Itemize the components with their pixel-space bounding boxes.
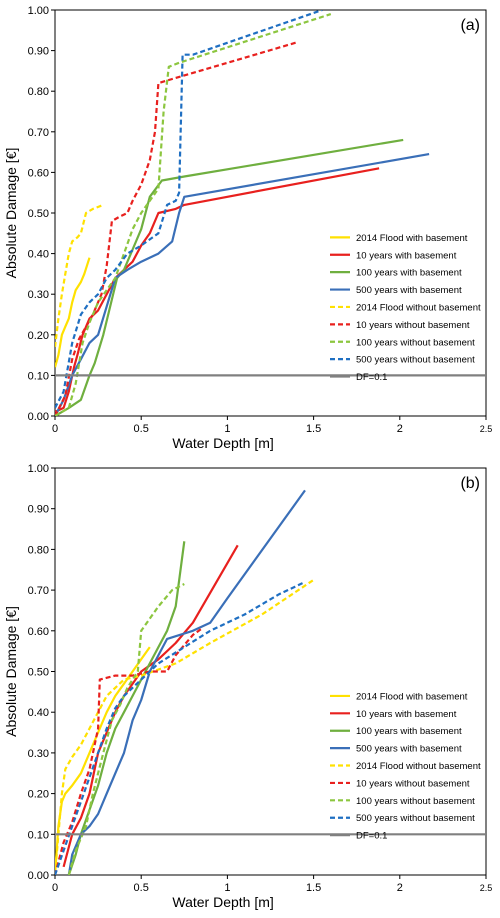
y-tick-label: 0.80	[28, 86, 49, 98]
y-tick-label: 1.00	[28, 463, 49, 475]
y-tick-label: 0.00	[28, 411, 49, 423]
legend-label-500-years-without-basement: 500 years without basement	[356, 813, 475, 824]
series-line-10-years-with-basement	[62, 544, 239, 868]
y-tick-label: 0.70	[28, 127, 49, 139]
y-tick-label: 1.00	[28, 5, 49, 17]
chart-panel-a: 0.000.100.200.300.400.500.600.700.800.90…	[3, 5, 492, 451]
legend-label-500-years-without-basement: 500 years without basement	[356, 355, 475, 366]
chart-panel-b: 0.000.100.200.300.400.500.600.700.800.90…	[3, 463, 492, 910]
legend-label-10-years-with-basement: 10 years with basement	[356, 709, 457, 720]
panel-label: (b)	[460, 475, 480, 492]
y-tick-label: 0.10	[28, 829, 49, 841]
legend: 2014 Flood with basement 10 years with ba…	[330, 691, 481, 842]
legend-label-500-years-with-basement: 500 years with basement	[356, 285, 462, 296]
legend-label-100-years-without-basement: 100 years without basement	[356, 796, 475, 807]
x-tick-label: 1.5	[306, 882, 321, 894]
series-line-2014-flood-without-basement	[55, 578, 315, 875]
series-line-10-years-without-basement	[55, 41, 297, 416]
legend-label-500-years-with-basement: 500 years with basement	[356, 744, 462, 755]
panel-label: (a)	[460, 17, 480, 34]
x-tick-label: 0.5	[134, 882, 149, 894]
legend-label-2014-flood-with-basement: 2014 Flood with basement	[356, 691, 468, 702]
series-line-500-years-without-basement	[55, 10, 323, 409]
series-line-100-years-without-basement	[67, 583, 185, 875]
legend-label-100-years-without-basement: 100 years without basement	[356, 337, 475, 348]
legend-label-2014-flood-without-basement: 2014 Flood without basement	[356, 302, 481, 313]
x-tick-label: 1	[224, 423, 230, 435]
x-tick-label: 0.5	[134, 423, 149, 435]
x-tick-label: 1.5	[306, 423, 321, 435]
x-axis-title: Water Depth [m]	[172, 894, 273, 910]
y-tick-label: 0.50	[28, 208, 49, 220]
legend: 2014 Flood with basement 10 years with ba…	[330, 233, 481, 383]
legend-label-100-years-with-basement: 100 years with basement	[356, 726, 462, 737]
legend-label-df-0-1: DF=0.1	[356, 372, 387, 383]
legend-label-100-years-with-basement: 100 years with basement	[356, 268, 462, 279]
x-tick-label: 2.5	[480, 424, 493, 434]
y-tick-label: 0.90	[28, 504, 49, 516]
y-tick-label: 0.90	[28, 46, 49, 58]
legend-label-10-years-without-basement: 10 years without basement	[356, 320, 470, 331]
y-tick-label: 0.40	[28, 707, 49, 719]
y-tick-label: 0.00	[28, 870, 49, 882]
series-line-2014-flood-with-basement	[55, 257, 91, 368]
y-tick-label: 0.60	[28, 626, 49, 638]
series-lines	[55, 489, 486, 875]
y-tick-label: 0.70	[28, 585, 49, 597]
series-line-100-years-with-basement	[67, 541, 186, 875]
legend-label-10-years-with-basement: 10 years with basement	[356, 250, 457, 261]
legend-label-df-0-1: DF=0.1	[356, 831, 387, 842]
legend-label-2014-flood-without-basement: 2014 Flood without basement	[356, 761, 481, 772]
x-tick-label: 2	[397, 423, 403, 435]
y-axis-title: Absolute Damage [€]	[3, 148, 19, 279]
series-lines	[55, 10, 486, 416]
y-tick-label: 0.10	[28, 370, 49, 382]
series-line-100-years-without-basement	[55, 13, 332, 416]
legend-label-10-years-without-basement: 10 years without basement	[356, 778, 470, 789]
x-tick-label: 1	[224, 882, 230, 894]
x-axis-title: Water Depth [m]	[172, 435, 273, 451]
y-tick-label: 0.20	[28, 789, 49, 801]
x-tick-label: 0	[52, 423, 58, 435]
y-tick-label: 0.80	[28, 544, 49, 556]
y-tick-label: 0.60	[28, 167, 49, 179]
series-line-2014-flood-without-basement	[55, 203, 104, 348]
y-tick-label: 0.20	[28, 330, 49, 342]
y-tick-label: 0.30	[28, 289, 49, 301]
legend-label-2014-flood-with-basement: 2014 Flood with basement	[356, 233, 468, 244]
y-tick-label: 0.50	[28, 667, 49, 679]
x-tick-label: 2	[397, 882, 403, 894]
series-line-10-years-without-basement	[55, 627, 203, 875]
y-axis-title: Absolute Damage [€]	[3, 606, 19, 737]
y-tick-label: 0.30	[28, 748, 49, 760]
x-tick-label: 2.5	[480, 883, 493, 893]
y-tick-label: 0.40	[28, 249, 49, 261]
series-line-2014-flood-with-basement	[55, 646, 151, 875]
series-line-500-years-with-basement	[67, 489, 306, 875]
x-tick-label: 0	[52, 882, 58, 894]
series-line-500-years-without-basement	[55, 581, 306, 875]
